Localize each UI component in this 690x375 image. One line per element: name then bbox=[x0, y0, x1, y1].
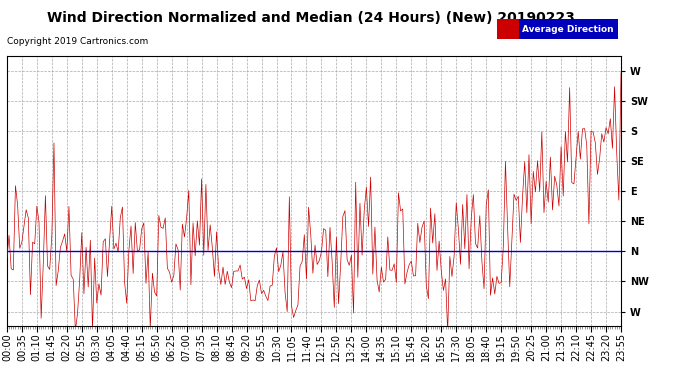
Text: Average Direction: Average Direction bbox=[522, 25, 613, 34]
Text: Copyright 2019 Cartronics.com: Copyright 2019 Cartronics.com bbox=[7, 38, 148, 46]
Text: Wind Direction Normalized and Median (24 Hours) (New) 20190223: Wind Direction Normalized and Median (24… bbox=[46, 11, 575, 25]
